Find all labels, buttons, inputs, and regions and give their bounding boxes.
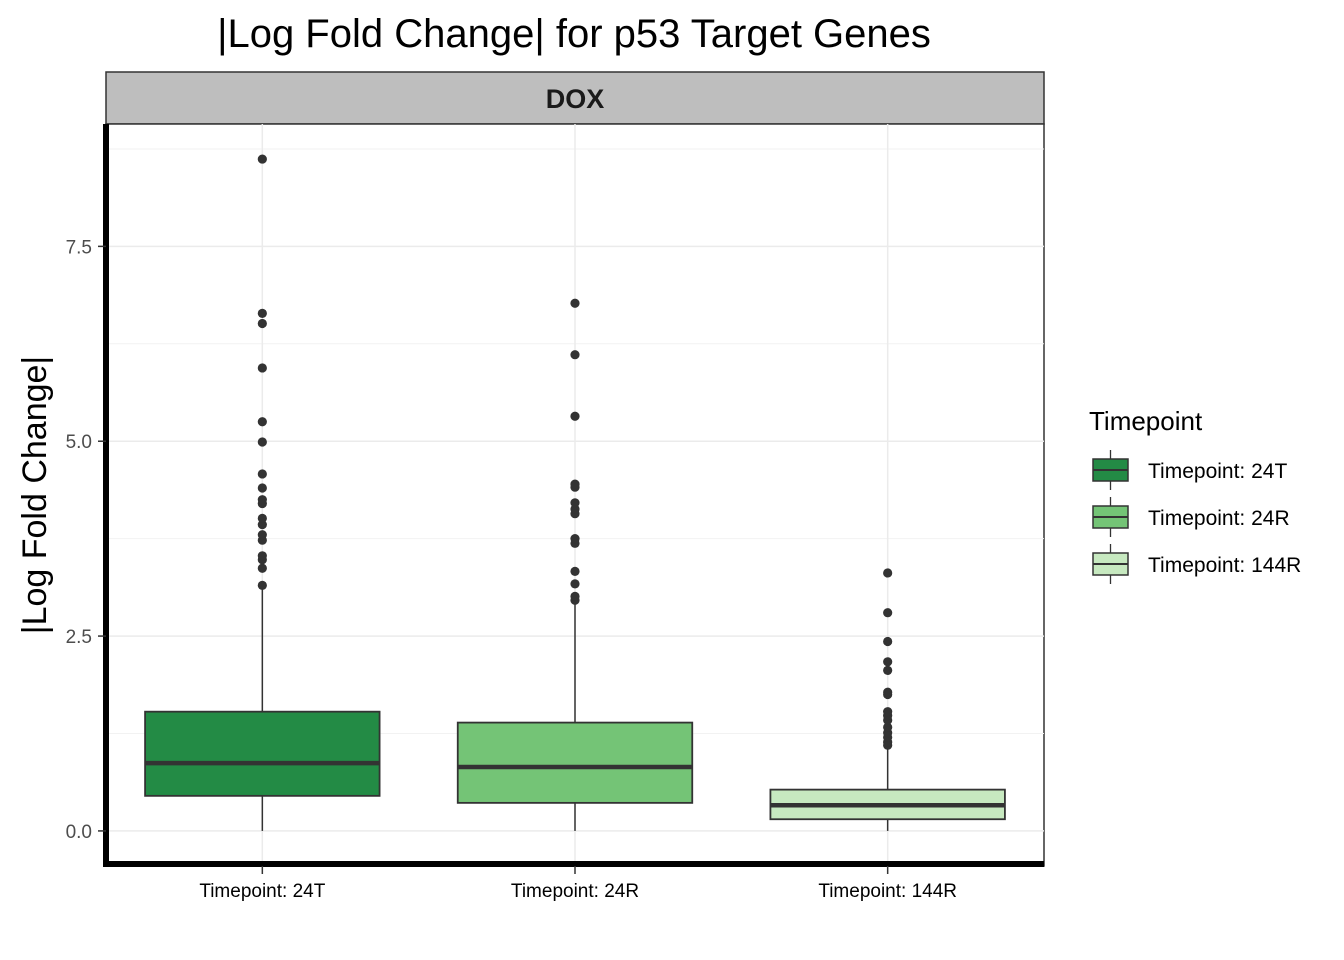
- y-axis-ticks: 0.0 2.5 5.0 7.5: [66, 237, 106, 843]
- x-tick-label: Timepoint: 144R: [818, 881, 957, 902]
- chart-title: |Log Fold Change| for p53 Target Genes: [217, 12, 931, 56]
- outlier-point: [883, 608, 893, 618]
- outlier-point: [257, 580, 267, 591]
- box-iqr: [144, 710, 381, 797]
- outlier-point: [570, 298, 580, 308]
- outlier-point: [570, 479, 580, 489]
- outlier-point: [257, 530, 267, 540]
- outlier-point: [257, 417, 267, 427]
- box-iqr: [456, 721, 694, 804]
- outlier-point: [570, 350, 580, 360]
- legend-label: Timepoint: 24R: [1148, 507, 1290, 530]
- legend-label: Timepoint: 144R: [1148, 554, 1301, 577]
- y-tick-label: 2.5: [66, 627, 92, 648]
- outlier-point: [883, 665, 893, 675]
- legend: Timepoint Timepoint: 24T Timepoint: 24R Ti…: [1089, 406, 1301, 584]
- outlier-point: [257, 308, 267, 318]
- y-tick-label: 5.0: [66, 432, 92, 453]
- outlier-point: [257, 363, 267, 373]
- outlier-point: [257, 154, 267, 164]
- y-axis-label: |Log Fold Change|: [16, 356, 54, 635]
- outlier-point: [257, 437, 267, 447]
- outlier-point: [570, 591, 580, 601]
- outlier-point: [257, 513, 267, 523]
- outlier-point: [883, 707, 893, 717]
- legend-label: Timepoint: 24T: [1148, 460, 1287, 483]
- outlier-point: [883, 636, 893, 647]
- outlier-point: [257, 318, 267, 329]
- facet-strip: [105, 71, 1045, 125]
- legend-title: Timepoint: [1089, 406, 1203, 436]
- outlier-point: [257, 469, 267, 479]
- y-tick-label: 0.0: [66, 822, 92, 843]
- outlier-point: [570, 498, 580, 508]
- outlier-point: [883, 568, 893, 578]
- x-tick-label: Timepoint: 24T: [199, 881, 325, 902]
- outlier-point: [257, 483, 267, 493]
- outlier-point: [570, 534, 580, 544]
- outlier-point: [883, 722, 893, 732]
- outlier-point: [257, 563, 267, 573]
- y-tick-label: 7.5: [66, 237, 92, 258]
- outliers-layer: [257, 154, 893, 750]
- outlier-point: [257, 495, 267, 505]
- x-axis-ticks: Timepoint: 24T Timepoint: 24R Timepoint: 1…: [199, 866, 957, 902]
- outlier-point: [570, 566, 580, 576]
- outlier-point: [570, 579, 580, 589]
- outlier-point: [570, 411, 580, 421]
- boxes-layer: [144, 589, 1006, 831]
- legend-item: Timepoint: 24R: [1092, 497, 1290, 537]
- facet-strip-label: DOX: [546, 84, 605, 114]
- outlier-point: [883, 687, 893, 697]
- legend-item: Timepoint: 24T: [1092, 450, 1287, 490]
- outlier-point: [257, 551, 267, 561]
- outlier-point: [883, 657, 893, 667]
- x-tick-label: Timepoint: 24R: [511, 881, 639, 902]
- legend-item: Timepoint: 144R: [1092, 544, 1301, 584]
